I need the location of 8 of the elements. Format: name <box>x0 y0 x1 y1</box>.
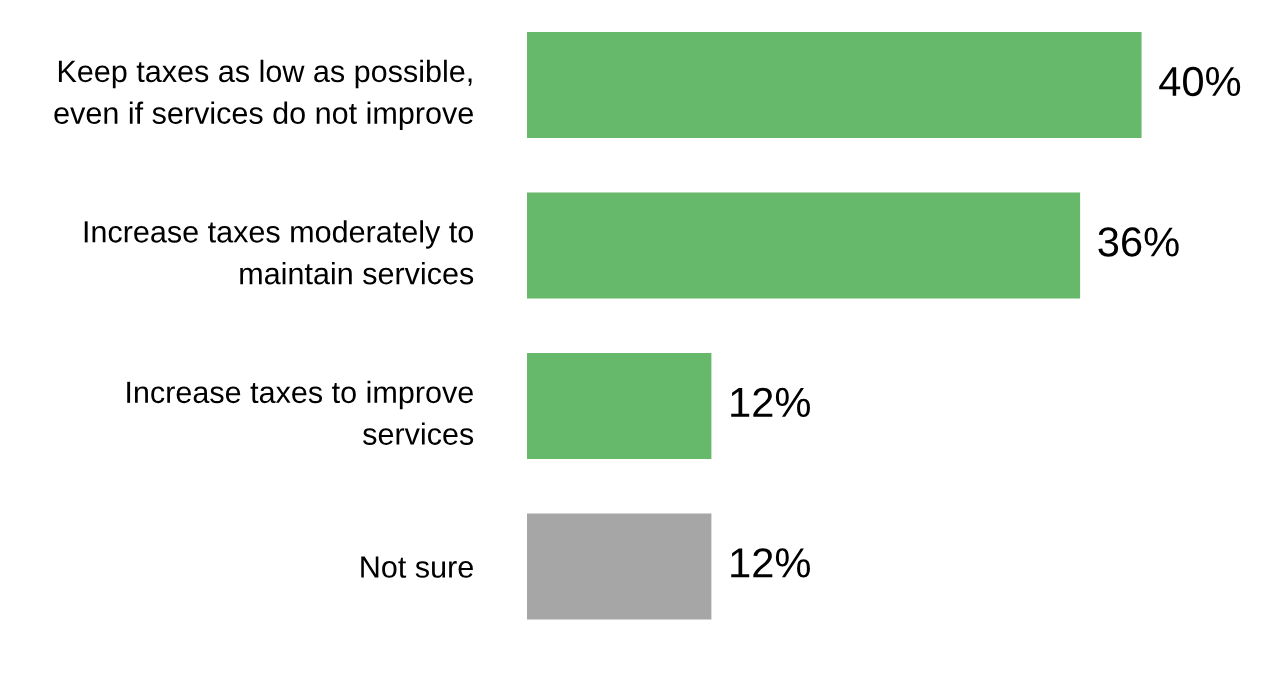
y-tick-label: Increase taxes to improve services <box>127 380 474 445</box>
y-tick-label: Keep taxes as low as possible, even if services do not improve <box>54 59 473 130</box>
data-label: 12% <box>731 387 810 418</box>
data-label: 12% <box>731 548 810 578</box>
data-label: 36% <box>1098 227 1179 257</box>
y-tick-label: Not sure <box>361 556 473 578</box>
data-label: 40% <box>1159 66 1241 97</box>
y-tick-label: Increase taxes moderately to maintain services <box>84 220 474 285</box>
